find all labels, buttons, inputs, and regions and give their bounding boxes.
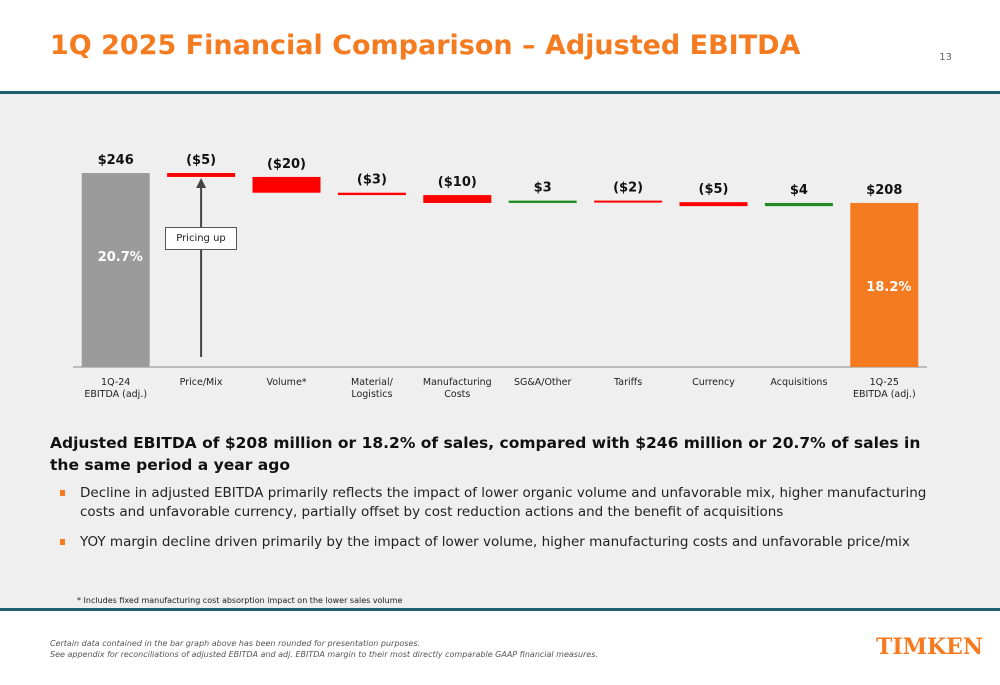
tick-label-7: Currency (692, 377, 735, 388)
tick-label-0: EBITDA (adj.) (84, 389, 147, 400)
top-rule (0, 91, 1000, 94)
disclaimer-line: Certain data contained in the bar graph … (50, 639, 421, 648)
value-label-5: $3 (534, 181, 552, 196)
tick-label-2: Volume* (266, 377, 306, 388)
value-label-0: $246 (98, 153, 134, 168)
tick-label-4: Costs (444, 389, 470, 400)
bar-6 (594, 200, 663, 203)
bar-5 (508, 200, 577, 203)
bullet-marker (60, 539, 65, 545)
bar-3 (337, 192, 406, 196)
page-title: 1Q 2025 Financial Comparison – Adjusted … (50, 30, 801, 61)
disclaimer: Certain data contained in the bar graph … (50, 638, 598, 660)
bullet-marker (60, 490, 65, 496)
page-number: 13 (939, 52, 952, 63)
value-label-7: ($5) (699, 182, 729, 197)
value-label-6: ($2) (613, 181, 643, 196)
value-label-4: ($10) (438, 175, 477, 190)
bar-2 (252, 176, 321, 193)
tick-label-5: SG&A/Other (514, 377, 572, 388)
content-panel (0, 94, 1000, 608)
bullet-text: Decline in adjusted EBITDA primarily ref… (80, 485, 927, 520)
pricing-arrow-head (196, 178, 207, 188)
volume-footnote: * Includes fixed manufacturing cost abso… (77, 596, 403, 605)
bar-9 (850, 202, 919, 367)
value-label-1: ($5) (186, 153, 216, 168)
bar-4 (423, 195, 492, 203)
bullet-item: YOY margin decline driven primarily by t… (50, 533, 950, 552)
bar-0 (81, 173, 150, 367)
bottom-rule (0, 608, 1000, 611)
margin-label-9: 18.2% (866, 280, 911, 295)
tick-label-9: EBITDA (adj.) (853, 389, 916, 400)
tick-label-6: Tariffs (613, 377, 642, 388)
summary-bullets: Decline in adjusted EBITDA primarily ref… (50, 484, 950, 563)
summary-headline: Adjusted EBITDA of $208 million or 18.2%… (50, 434, 921, 474)
tick-label-3: Logistics (351, 389, 392, 400)
tick-label-8: Acquisitions (770, 377, 827, 388)
value-label-8: $4 (790, 183, 808, 198)
bar-8 (764, 202, 833, 207)
pricing-callout: Pricing up (165, 227, 237, 250)
value-label-2: ($20) (267, 157, 306, 172)
value-label-9: $208 (866, 183, 902, 198)
disclaimer-line: See appendix for reconciliations of adju… (50, 650, 598, 659)
tick-label-9: 1Q-25 (870, 377, 899, 388)
bullet-item: Decline in adjusted EBITDA primarily ref… (50, 484, 950, 522)
bar-7 (679, 202, 748, 207)
timken-logo: TIMKEN (876, 634, 984, 660)
tick-label-3: Material/ (351, 377, 394, 388)
margin-label-0: 20.7% (98, 250, 143, 265)
tick-label-1: Price/Mix (180, 377, 223, 388)
tick-label-0: 1Q-24 (101, 377, 130, 388)
value-label-3: ($3) (357, 173, 387, 188)
bullet-text: YOY margin decline driven primarily by t… (80, 534, 910, 550)
tick-label-4: Manufacturing (423, 377, 492, 388)
bar-1 (167, 173, 236, 177)
